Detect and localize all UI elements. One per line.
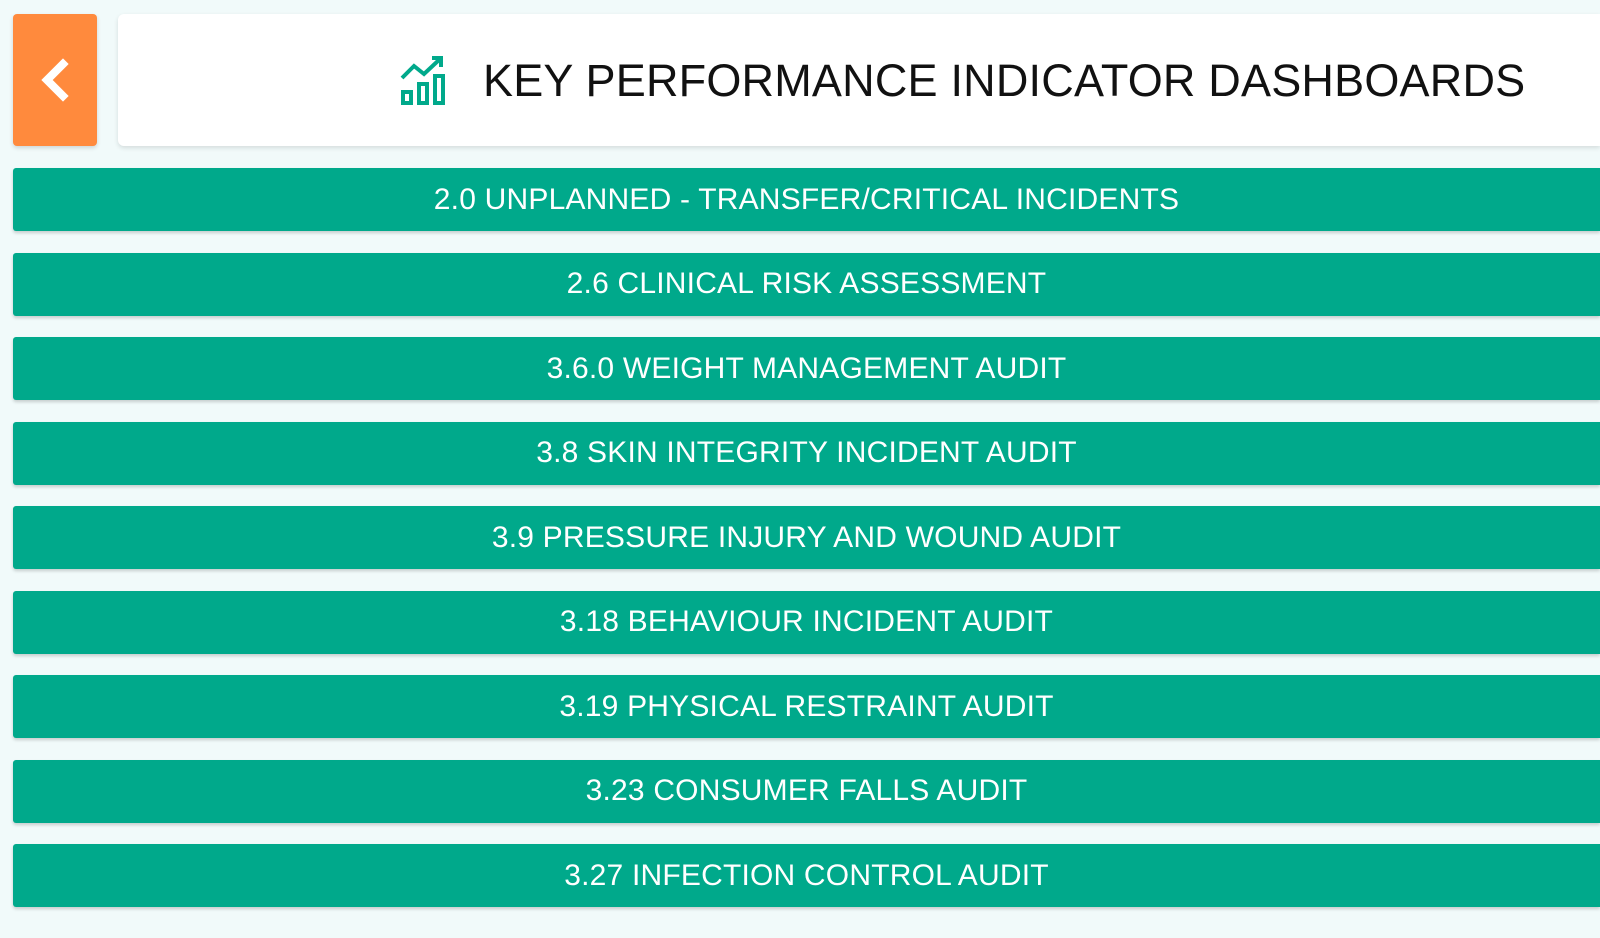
- menu-item-behaviour-incident[interactable]: 3.18 BEHAVIOUR INCIDENT AUDIT: [13, 590, 1600, 654]
- menu-item-label: 3.27 INFECTION CONTROL AUDIT: [564, 858, 1049, 892]
- chart-bar-trend-icon: [400, 56, 445, 105]
- menu-item-label: 3.8 SKIN INTEGRITY INCIDENT AUDIT: [536, 436, 1077, 469]
- menu-item-clinical-risk[interactable]: 2.6 CLINICAL RISK ASSESSMENT: [13, 252, 1600, 316]
- back-button[interactable]: [13, 14, 97, 146]
- menu-item-label: 3.9 PRESSURE INJURY AND WOUND AUDIT: [491, 520, 1122, 554]
- page-title: KEY PERFORMANCE INDICATOR DASHBOARDS: [483, 55, 1526, 106]
- menu-item-consumer-falls[interactable]: 3.23 CONSUMER FALLS AUDIT: [13, 759, 1600, 823]
- chevron-left-icon: [41, 58, 69, 102]
- menu-item-infection-control[interactable]: 3.27 INFECTION CONTROL AUDIT: [13, 844, 1600, 907]
- menu-item-unplanned-transfer[interactable]: 2.0 UNPLANNED - TRANSFER/CRITICAL INCIDE…: [13, 168, 1600, 231]
- menu-item-pressure-injury[interactable]: 3.9 PRESSURE INJURY AND WOUND AUDIT: [13, 506, 1600, 569]
- menu-item-label: 3.19 PHYSICAL RESTRAINT AUDIT: [559, 689, 1054, 723]
- header-card: KEY PERFORMANCE INDICATOR DASHBOARDS: [118, 14, 1600, 146]
- menu-item-label: 3.18 BEHAVIOUR INCIDENT AUDIT: [559, 605, 1054, 638]
- dashboard-menu-list: 2.0 UNPLANNED - TRANSFER/CRITICAL INCIDE…: [13, 168, 1600, 929]
- menu-item-label: 3.23 CONSUMER FALLS AUDIT: [585, 774, 1028, 807]
- menu-item-label: 3.6.0 WEIGHT MANAGEMENT AUDIT: [546, 351, 1067, 385]
- menu-item-physical-restraint[interactable]: 3.19 PHYSICAL RESTRAINT AUDIT: [13, 675, 1600, 738]
- menu-item-skin-integrity[interactable]: 3.8 SKIN INTEGRITY INCIDENT AUDIT: [13, 421, 1600, 485]
- menu-item-label: 2.6 CLINICAL RISK ASSESSMENT: [566, 267, 1047, 300]
- menu-item-weight-management[interactable]: 3.6.0 WEIGHT MANAGEMENT AUDIT: [13, 337, 1600, 400]
- menu-item-label: 2.0 UNPLANNED - TRANSFER/CRITICAL INCIDE…: [433, 182, 1180, 216]
